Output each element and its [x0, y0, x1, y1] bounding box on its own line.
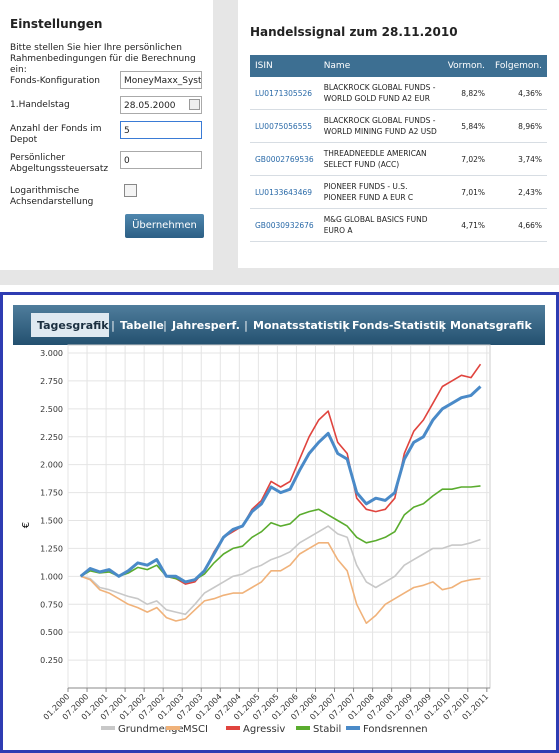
y-tick-label: 0.500: [40, 628, 63, 637]
y-tick-label: 2.500: [40, 405, 63, 414]
legend-label: Fondsrennen: [363, 724, 428, 735]
next-month-cell: 4,36%: [490, 77, 547, 110]
y-tick-label: 1.250: [40, 544, 63, 553]
chart-container: Tagesgrafik | Tabelle | Jahresperf. | Monatsst…: [0, 292, 559, 753]
prev-month-cell: 8,82%: [442, 77, 491, 110]
name-cell: M&G GLOBAL BASICS FUND EURO A: [318, 208, 443, 242]
table-row[interactable]: LU0075056555 BLACKROCK GLOBAL FUNDS - WOR…: [250, 109, 547, 143]
y-axis-label: €: [21, 522, 32, 528]
column-header: Vormon.: [442, 55, 491, 77]
active-tab: [31, 313, 109, 337]
y-tick-label: 1.000: [40, 572, 63, 581]
tab-separator: |: [244, 319, 248, 332]
tab[interactable]: Tabelle: [120, 319, 164, 332]
y-tick-label: 2.750: [40, 377, 63, 386]
prev-month-cell: 4,71%: [442, 208, 491, 242]
table-row[interactable]: LU0171305526 BLACKROCK GLOBAL FUNDS - WOR…: [250, 77, 547, 110]
chart: Tagesgrafik | Tabelle | Jahresperf. | Monatsst…: [13, 305, 545, 735]
table-row[interactable]: LU0133643469 PIONEER FUNDS - U.S. PIONEER…: [250, 175, 547, 209]
settings-intro: Bitte stellen Sie hier Ihre persönlichen…: [10, 43, 196, 75]
column-header: Folgemon.: [490, 55, 547, 77]
calendar-icon[interactable]: [189, 99, 200, 110]
tab-separator: |: [111, 319, 115, 332]
y-tick-label: 3.000: [40, 349, 63, 358]
isin-cell[interactable]: GB0002769536: [250, 142, 319, 176]
y-tick-label: 0.750: [40, 600, 63, 609]
tab[interactable]: Monatsstatistik: [253, 319, 350, 332]
y-tick-label: 0.250: [40, 656, 63, 665]
line-series: [80, 485, 481, 583]
isin-cell[interactable]: GB0030932676: [250, 208, 319, 242]
tab-separator: |: [441, 319, 445, 332]
column-header: ISIN: [250, 55, 319, 77]
next-month-cell: 3,74%: [490, 142, 547, 176]
submit-button[interactable]: Übernehmen: [125, 214, 204, 238]
name-cell: BLACKROCK GLOBAL FUNDS - WORLD GOLD FUND…: [318, 77, 443, 110]
tab[interactable]: Monatsgrafik: [450, 319, 532, 332]
isin-cell[interactable]: LU0075056555: [250, 109, 319, 143]
plot-area: [67, 344, 491, 689]
name-cell: THREADNEEDLE AMERICAN SELECT FUND (ACC): [318, 142, 443, 176]
table-row[interactable]: GB0002769536 THREADNEEDLE AMERICAN SELECT…: [250, 142, 547, 176]
isin-cell[interactable]: LU0171305526: [250, 77, 319, 110]
signal-panel: Handelssignal zum 28.11.2010 ISIN Name V…: [238, 0, 559, 268]
y-tick-label: 1.500: [40, 517, 63, 526]
text-input[interactable]: MoneyMaxx_Syst: [120, 71, 202, 89]
y-tick-label: 1.750: [40, 489, 63, 498]
legend-label: MSCI: [183, 724, 208, 735]
legend-label: Grundmenge: [118, 724, 184, 735]
field-label: 1.Handelstag: [10, 100, 70, 110]
legend-label: Agressiv: [243, 724, 285, 735]
tab[interactable]: Tagesgrafik: [37, 319, 109, 332]
isin-cell[interactable]: LU0133643469: [250, 175, 319, 209]
name-cell: PIONEER FUNDS - U.S. PIONEER FUND A EUR …: [318, 175, 443, 209]
prev-month-cell: 7,02%: [442, 142, 491, 176]
next-month-cell: 2,43%: [490, 175, 547, 209]
tab-separator: |: [343, 319, 347, 332]
line-series: [79, 385, 482, 584]
table-row[interactable]: GB0030932676 M&G GLOBAL BASICS FUND EURO …: [250, 208, 547, 242]
settings-panel: Einstellungen Bitte stellen Sie hier Ihr…: [0, 0, 213, 270]
line-series: [80, 525, 481, 616]
next-month-cell: 4,66%: [490, 208, 547, 242]
y-tick-label: 2.250: [40, 433, 63, 442]
checkbox[interactable]: [124, 184, 137, 197]
header-row: ISIN Name Vormon. Folgemon.: [250, 55, 547, 77]
name-cell: BLACKROCK GLOBAL FUNDS - WORLD MINING FU…: [318, 109, 443, 143]
prev-month-cell: 7,01%: [442, 175, 491, 209]
text-input[interactable]: 0: [120, 151, 202, 169]
next-month-cell: 8,96%: [490, 109, 547, 143]
column-header: Name: [318, 55, 443, 77]
y-tick-label: 2.000: [40, 461, 63, 470]
signal-table: ISIN Name Vormon. Folgemon. LU0171305526…: [250, 55, 547, 242]
legend-label: Stabil: [313, 724, 341, 735]
field-label: Persönlicher Abgeltungssteuersatz: [10, 153, 109, 174]
tab[interactable]: Jahresperf.: [171, 319, 240, 332]
settings-area: Einstellungen Bitte stellen Sie hier Ihr…: [0, 0, 559, 285]
tab-separator: |: [163, 319, 167, 332]
field-label: Fonds-Konfiguration: [10, 76, 100, 86]
date-input[interactable]: 28.05.2000: [120, 96, 202, 114]
prev-month-cell: 5,84%: [442, 109, 491, 143]
signal-title: Handelssignal zum 28.11.2010: [250, 25, 458, 39]
tab[interactable]: Fonds-Statistik: [352, 319, 447, 332]
field-label: Logarithmische Achsendarstellung: [10, 186, 94, 207]
field-label: Anzahl der Fonds im Depot: [10, 124, 102, 145]
settings-title: Einstellungen: [10, 17, 103, 31]
text-input[interactable]: 5: [120, 121, 202, 139]
line-series: [80, 542, 481, 624]
